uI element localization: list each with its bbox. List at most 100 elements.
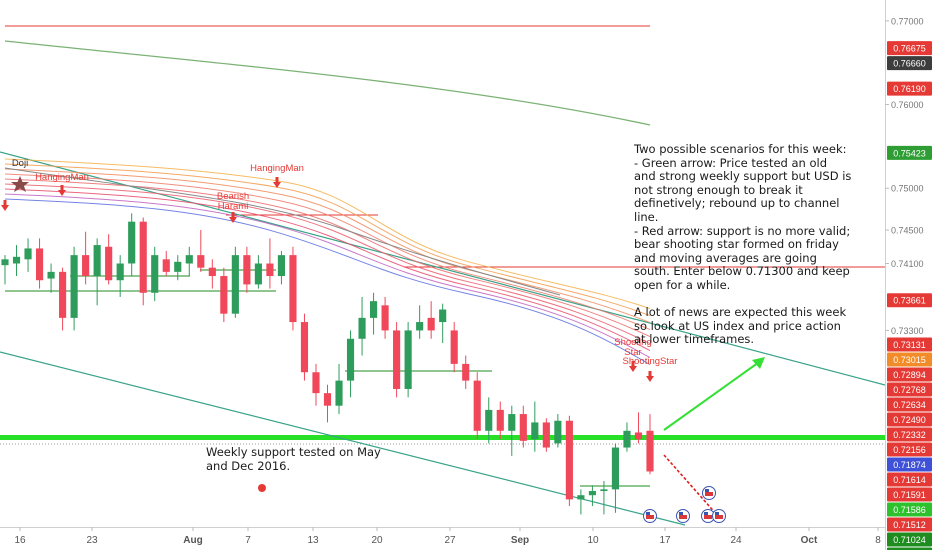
price-label-bg [887,457,932,472]
y-tick-label: 0.74100 [891,259,924,269]
price-label: 0.72332 [893,430,926,440]
candle-body [416,322,424,331]
price-label: 0.72894 [893,370,926,380]
price-label: 0.73661 [893,296,926,306]
candle-body [634,432,643,440]
candle [531,401,539,452]
candle [577,489,585,515]
candle [462,355,470,389]
candle [416,305,424,339]
candle-body [208,267,216,277]
candle-body [289,255,297,323]
harami-label: Harami [218,201,249,212]
price-label-bg [887,427,932,442]
event-dot-icon [258,484,266,492]
candle-body [12,256,21,264]
scenario-note: Two possible scenarios for this week: - … [634,142,852,347]
down-arrow-icon [646,371,654,382]
candle [139,217,147,306]
candle [473,372,481,440]
candle [254,255,262,289]
candle-body [508,414,516,431]
candle [323,384,332,423]
price-label-bg [887,145,932,160]
bearish-label: Bearish [217,191,249,202]
price-label: 0.72490 [893,415,926,425]
candle [128,213,136,277]
price-label: 0.72634 [893,400,926,410]
price-label-bg [887,472,932,487]
price-label: 0.71024 [893,535,926,545]
candle-body [450,330,458,364]
candle [105,234,113,285]
candle [185,246,193,277]
candle-body [59,271,67,318]
candle-body [381,305,389,331]
candle-body [82,255,90,277]
candle [404,322,412,398]
candle [116,255,124,297]
price-label-bg [887,56,932,71]
ma-ribbon-line [4,188,651,352]
candle [220,267,228,323]
candle [634,412,643,444]
down-arrow-icon [58,185,66,196]
candle [623,422,631,452]
flag-stripe-icon [704,515,712,519]
x-tick-label: Sep [511,535,529,546]
ma-ribbon-line [4,163,651,317]
x-tick-label: 27 [444,535,456,546]
candle [381,296,389,339]
candle-body [496,409,504,431]
candle-body [439,309,447,323]
candle [197,230,205,272]
price-label-bg [887,81,932,96]
doji-label: Doji [12,158,28,169]
star-icon [11,176,29,192]
candle [427,301,435,339]
down-arrow-icon [229,212,237,223]
y-tick-label: 0.76000 [891,100,924,110]
price-label: 0.71614 [893,475,926,485]
candle [508,405,516,456]
candle-body [93,245,101,277]
candle-body [128,221,136,264]
flag-canton-icon [646,512,650,515]
price-label-bg [887,367,932,382]
price-label-bg [887,397,932,412]
flag-stripe-icon [715,515,723,519]
x-tick-label: 13 [307,535,319,546]
candle [565,415,573,507]
flag-stripe-icon [679,515,687,519]
candle [519,405,527,448]
candle [358,296,366,356]
x-tick-label: 8 [875,535,881,546]
candle [312,363,320,406]
candle-body [162,259,170,272]
candle-body [542,422,550,448]
shooting-label: Shooting [614,337,652,348]
candle-body [473,380,481,431]
x-tick-label: 7 [245,535,251,546]
candle [335,363,343,415]
candle-body [404,330,412,389]
time-axis[interactable]: 16 23 Aug 7 13 20 27 Sep 10 17 24 Oct 8 [0,527,885,546]
candle [151,246,159,302]
candle-body [116,263,124,281]
candle-body [185,255,193,264]
price-label: 0.76675 [893,44,926,54]
candle [346,330,355,398]
candle [35,238,44,289]
price-axis[interactable]: 0.77000 0.76000 0.75000 0.74500 0.74100 0.733… [885,0,932,550]
ma-ribbon-line [4,193,651,359]
x-tick-label: 20 [371,535,383,546]
red-arrow-shaft [663,454,719,517]
candle-body [600,489,608,492]
candle-body [611,447,620,490]
candle-body [427,317,435,331]
x-tick-label: Oct [801,535,818,546]
ma-gray [4,167,561,296]
x-tick-label: 10 [587,535,599,546]
price-label: 0.72156 [893,445,926,455]
